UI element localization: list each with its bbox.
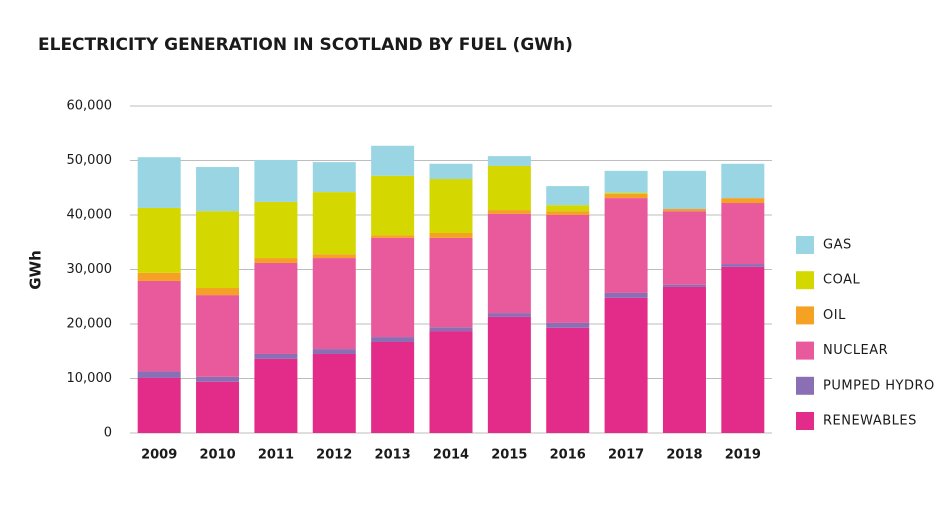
bar-segment — [137, 280, 181, 372]
bar-segment — [487, 210, 531, 214]
bar-segment — [662, 170, 706, 210]
bar-segment — [604, 292, 648, 298]
bar-segment — [254, 159, 298, 202]
bar-segment — [429, 237, 473, 328]
x-tick-label: 2011 — [258, 448, 294, 463]
bar-segment — [137, 272, 181, 281]
y-tick-label: 30,000 — [67, 262, 113, 277]
bar-segment — [662, 284, 706, 287]
bar-segment — [721, 198, 765, 204]
legend-label: NUCLEAR — [823, 343, 888, 358]
legend-swatch — [796, 341, 814, 360]
bar-segment — [254, 201, 298, 259]
bar-segment — [662, 211, 706, 285]
bar-segment — [312, 258, 356, 350]
bar-segment — [137, 157, 181, 208]
bar-segment — [429, 327, 473, 332]
legend-swatch — [796, 412, 814, 430]
x-tick-label: 2019 — [725, 448, 761, 463]
bar-segment — [371, 235, 415, 238]
legend-label: OIL — [823, 308, 846, 323]
bar-segment — [137, 371, 181, 378]
bar-segment — [312, 349, 356, 354]
bar-segment — [254, 262, 298, 354]
bar-segment — [721, 203, 765, 265]
bar-segment — [254, 353, 298, 359]
legend-label: COAL — [823, 273, 860, 288]
bar-segment — [371, 341, 415, 433]
bar-segment — [487, 316, 531, 433]
x-tick-label: 2015 — [491, 448, 527, 463]
y-tick-label: 40,000 — [67, 208, 113, 223]
x-tick-label: 2014 — [433, 448, 469, 463]
y-tick-label: 10,000 — [67, 371, 113, 386]
bar-segment — [487, 156, 531, 166]
bar-segment — [487, 313, 531, 317]
bar-segment — [196, 167, 240, 212]
bar-segment — [371, 337, 415, 342]
bar-segment — [371, 237, 415, 338]
bar-segment — [721, 163, 765, 199]
bar-segment — [604, 192, 648, 194]
bar-segment — [371, 145, 415, 176]
bar-segment — [604, 297, 648, 433]
legend-swatch — [796, 271, 814, 290]
x-tick-label: 2009 — [141, 448, 177, 463]
bar-segment — [196, 211, 240, 289]
bar-segment — [196, 381, 240, 433]
bar-segment — [312, 162, 356, 193]
bar-segment — [429, 232, 473, 238]
x-tick-label: 2012 — [316, 448, 352, 463]
x-tick-label: 2013 — [375, 448, 411, 463]
x-tick-label: 2017 — [608, 448, 644, 463]
y-tick-label: 60,000 — [67, 99, 113, 114]
bar-segment — [312, 254, 356, 259]
bar-segment — [487, 213, 531, 314]
bar-segment — [254, 258, 298, 263]
bar-segment — [721, 264, 765, 267]
legend-label: PUMPED HYDRO — [823, 378, 935, 393]
legend-swatch — [796, 236, 814, 254]
bar-segment — [254, 358, 298, 433]
legend-swatch — [796, 376, 814, 395]
bar-segment — [429, 179, 473, 233]
bar-segment — [487, 165, 531, 211]
bar-segment — [546, 186, 590, 206]
bar-segment — [312, 192, 356, 255]
bar-segment — [721, 266, 765, 433]
bar-segment — [429, 331, 473, 433]
x-tick-label: 2010 — [199, 448, 235, 463]
bar-segment — [196, 295, 240, 377]
legend-swatch — [796, 306, 814, 325]
bar-segment — [196, 288, 240, 296]
bar-segment — [604, 170, 648, 193]
bar-segment — [546, 327, 590, 433]
legend-label: GAS — [823, 238, 852, 253]
y-tick-label: 0 — [104, 426, 112, 441]
chart-title: ELECTRICITY GENERATION IN SCOTLAND BY FU… — [38, 35, 573, 55]
bar-segment — [662, 209, 706, 212]
bar-segment — [137, 377, 181, 433]
bar-segment — [429, 163, 473, 180]
bar-segment — [371, 175, 415, 236]
legend-label: RENEWABLES — [823, 414, 917, 429]
y-axis-label: GWh — [27, 250, 45, 290]
bar-segment — [196, 376, 240, 382]
bar-segment — [546, 211, 590, 215]
bar-segment — [604, 193, 648, 199]
x-tick-label: 2018 — [666, 448, 702, 463]
bar-segment — [137, 207, 181, 273]
bar-segment — [312, 353, 356, 433]
bar-segment — [662, 286, 706, 433]
y-tick-label: 20,000 — [67, 317, 113, 332]
bar-segment — [546, 322, 590, 328]
x-tick-label: 2016 — [550, 448, 586, 463]
bar-segment — [604, 198, 648, 293]
bar-segment — [546, 215, 590, 323]
y-tick-label: 50,000 — [67, 153, 113, 168]
bar-segment — [546, 205, 590, 212]
